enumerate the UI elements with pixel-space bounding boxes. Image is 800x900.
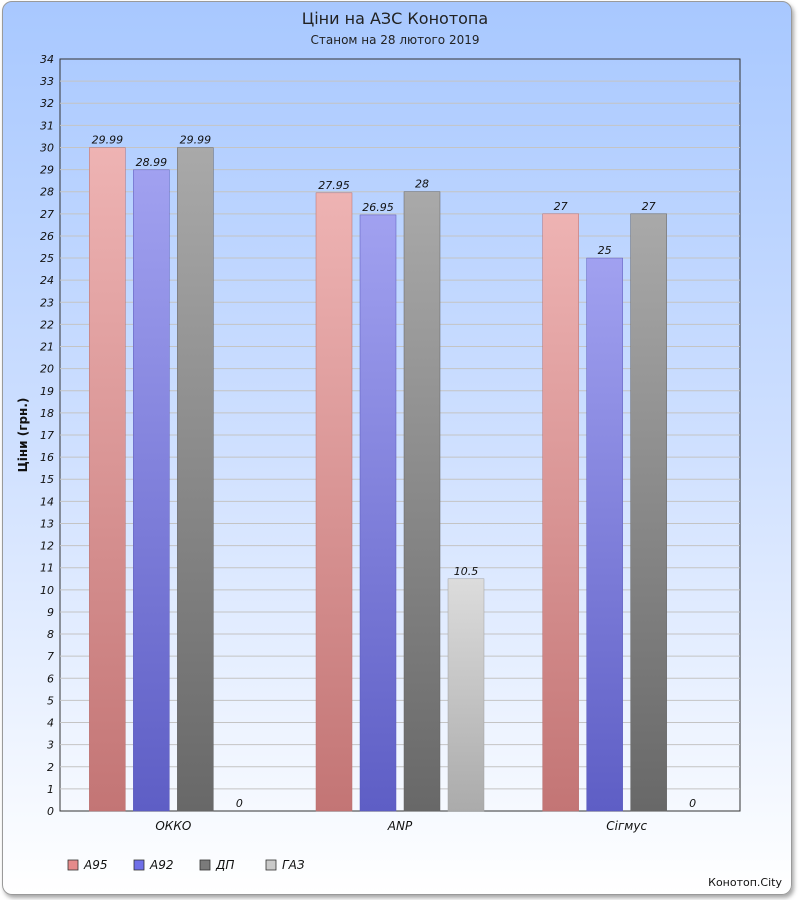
y-tick-label: 20 — [40, 363, 54, 376]
y-tick-label: 16 — [40, 451, 54, 464]
legend-label: А95 — [83, 858, 107, 872]
y-axis-label: Ціни (грн.) — [16, 398, 30, 473]
y-tick-label: 8 — [47, 628, 54, 641]
y-axis-ticks: 0123456789101112131415161718192021222324… — [40, 53, 54, 818]
bar — [586, 257, 623, 812]
data-label: 25 — [598, 244, 612, 257]
y-tick-label: 28 — [40, 186, 54, 199]
chart-subtitle: Станом на 28 лютого 2019 — [311, 33, 480, 47]
y-tick-label: 10 — [40, 584, 54, 597]
chart-title: Ціни на АЗС Конотопа — [302, 9, 488, 28]
bar — [542, 213, 579, 812]
y-tick-label: 6 — [47, 672, 54, 685]
y-tick-label: 19 — [40, 385, 54, 398]
grid-lines — [60, 80, 740, 790]
y-tick-label: 17 — [40, 429, 54, 442]
y-tick-label: 3 — [47, 739, 54, 752]
bar — [447, 578, 485, 812]
y-tick-label: 4 — [47, 717, 54, 730]
y-tick-label: 22 — [40, 318, 54, 331]
bar — [89, 147, 126, 812]
x-category-label: ОККО — [155, 819, 191, 833]
bar — [630, 213, 667, 812]
bar — [403, 191, 441, 812]
y-tick-label: 7 — [47, 650, 54, 663]
y-tick-label: 27 — [40, 208, 54, 221]
y-tick-label: 33 — [40, 75, 54, 88]
legend: А95 А92 ДП ГАЗ — [67, 858, 305, 872]
y-tick-label: 11 — [40, 562, 54, 575]
data-label: 29.99 — [92, 134, 124, 147]
data-label: 27 — [642, 200, 656, 213]
y-tick-label: 30 — [40, 141, 54, 154]
data-label: 27.95 — [318, 179, 350, 192]
y-tick-label: 15 — [40, 473, 54, 486]
data-label: 27 — [554, 200, 568, 213]
legend-swatch — [265, 859, 277, 871]
legend-swatch — [67, 859, 79, 871]
y-tick-label: 34 — [40, 53, 54, 66]
data-label: 0 — [689, 797, 696, 810]
y-tick-label: 0 — [47, 805, 54, 818]
legend-label: А92 — [149, 858, 173, 872]
y-tick-label: 13 — [40, 517, 54, 530]
y-tick-label: 32 — [40, 97, 54, 110]
y-tick-label: 5 — [47, 694, 54, 707]
data-label: 29.99 — [180, 134, 212, 147]
y-tick-label: 31 — [40, 119, 54, 132]
bars: 29.99 28.99 29.99 0 27.95 26.95 28 10.5 27 25 27 0 — [89, 134, 696, 812]
legend-swatch — [199, 859, 211, 871]
legend-swatch — [133, 859, 145, 871]
y-tick-label: 25 — [40, 252, 54, 265]
y-tick-label: 24 — [40, 274, 54, 287]
bar — [177, 147, 214, 812]
legend-label: ДП — [215, 858, 234, 872]
legend-label: ГАЗ — [282, 858, 305, 872]
y-tick-label: 21 — [40, 341, 54, 354]
y-tick-label: 1 — [47, 783, 54, 796]
credit-label: Конотоп.City — [708, 876, 782, 889]
y-tick-label: 2 — [47, 761, 54, 774]
bar — [315, 192, 353, 812]
y-tick-label: 23 — [40, 296, 54, 309]
data-label: 10.5 — [454, 565, 479, 578]
x-category-label: ANP — [387, 819, 413, 833]
y-tick-label: 29 — [40, 164, 54, 177]
data-label: 0 — [236, 797, 243, 810]
x-category-label: Сігмус — [606, 819, 647, 833]
data-label: 28.99 — [136, 156, 168, 169]
data-label: 28 — [415, 178, 429, 191]
y-tick-label: 14 — [40, 495, 54, 508]
y-tick-label: 12 — [40, 540, 54, 553]
bar — [133, 169, 170, 812]
y-tick-label: 9 — [47, 606, 54, 619]
x-axis-categories: ОККО ANP Сігмус — [155, 819, 647, 833]
y-tick-label: 18 — [40, 407, 54, 420]
y-tick-label: 26 — [40, 230, 54, 243]
data-label: 26.95 — [362, 201, 394, 214]
bar — [359, 214, 397, 812]
